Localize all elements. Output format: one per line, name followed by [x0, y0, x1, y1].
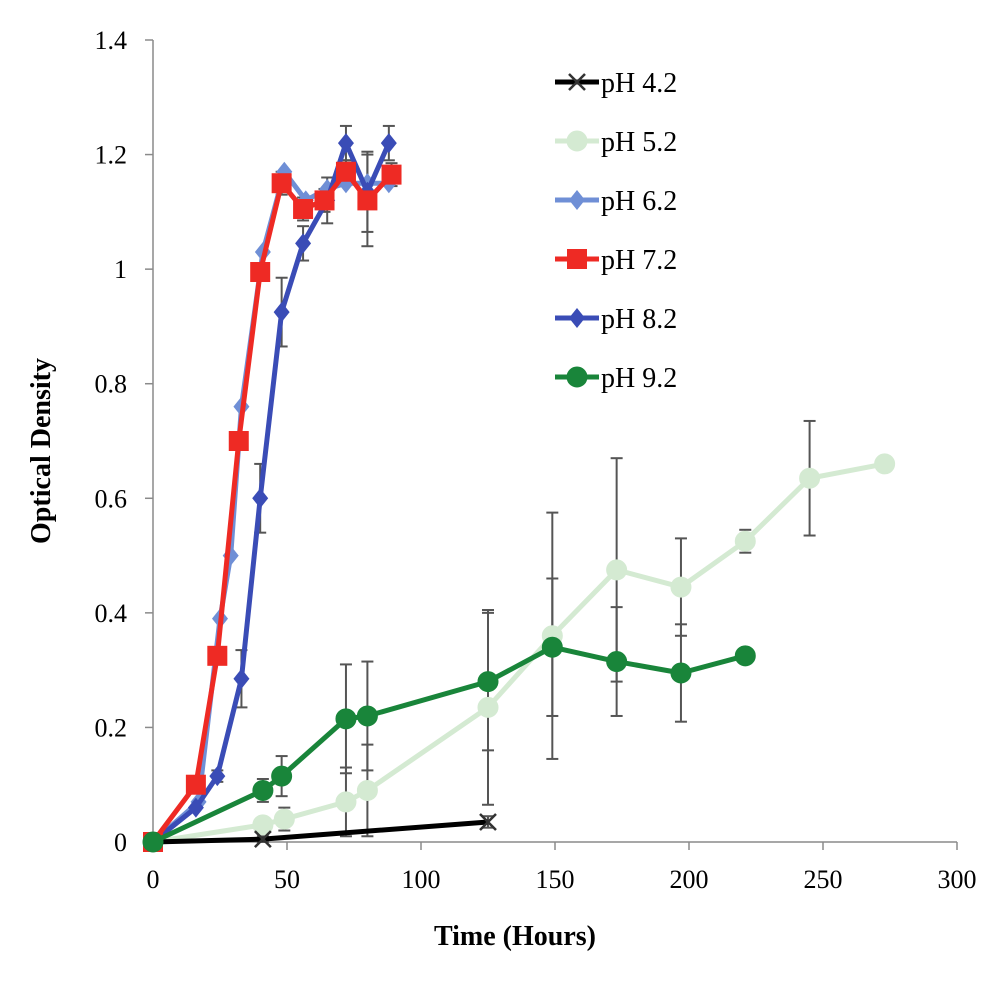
legend-label: pH 8.2	[601, 304, 677, 335]
legend-label: pH 7.2	[601, 245, 677, 276]
x-axis-title: Time (Hours)	[434, 921, 596, 952]
data-point	[271, 765, 293, 787]
y-tick-label: 0.4	[95, 599, 128, 628]
data-point	[185, 774, 206, 795]
data-point	[606, 651, 628, 673]
legend-item: pH 9.2	[555, 363, 677, 394]
data-point	[337, 133, 354, 154]
series-ph-9-2	[142, 636, 756, 853]
data-point	[335, 708, 357, 730]
data-point	[187, 797, 204, 818]
axes	[152, 40, 957, 843]
data-point	[477, 671, 499, 693]
data-point	[356, 705, 378, 727]
data-point	[207, 645, 228, 666]
x-tick-label: 300	[938, 865, 977, 894]
series-line	[151, 140, 392, 844]
y-tick-label: 1	[114, 255, 127, 284]
data-point	[380, 133, 397, 154]
data-point	[273, 808, 295, 830]
data-point	[799, 467, 821, 489]
y-tick-label: 0.6	[95, 484, 128, 513]
series-ph-8-2	[145, 133, 397, 852]
series-layer	[142, 124, 896, 853]
legend-marker	[568, 73, 586, 91]
legend-label: pH 4.2	[601, 68, 677, 99]
data-point	[271, 173, 292, 194]
legend-item: pH 4.2	[555, 68, 677, 99]
data-point	[209, 766, 226, 787]
y-tick-label: 0	[114, 828, 127, 857]
y-ticks: 0 0.2 0.4 0.6 0.8 1 1.2 1.4	[95, 26, 153, 857]
x-tick-label: 50	[274, 865, 300, 894]
series-ph-6-2	[145, 161, 397, 852]
series-line	[151, 169, 389, 844]
y-tick-label: 0.8	[95, 370, 128, 399]
legend-item: pH 7.2	[555, 245, 677, 276]
data-point	[670, 576, 692, 598]
data-point	[295, 233, 312, 254]
data-point	[670, 662, 692, 684]
legend-label: pH 5.2	[601, 127, 677, 158]
y-tick-label: 1.4	[95, 26, 128, 55]
data-point	[228, 431, 249, 451]
legend-item: pH 8.2	[555, 304, 677, 335]
series-line	[150, 169, 394, 844]
error-bars	[189, 124, 816, 843]
legend: pH 4.2 pH 5.2 pH 6.2 pH 7.2 pH 8.2 pH 9.2	[555, 68, 677, 394]
data-point	[381, 164, 402, 185]
data-point	[356, 779, 378, 801]
legend-label: pH 9.2	[601, 363, 677, 394]
data-point	[335, 791, 357, 813]
data-point	[335, 161, 356, 182]
legend-item: pH 5.2	[555, 127, 677, 158]
data-point	[253, 830, 272, 849]
data-point	[606, 559, 628, 581]
x-tick-label: 250	[804, 865, 843, 894]
data-point	[477, 696, 499, 718]
x-tick-label: 100	[402, 865, 441, 894]
data-point	[142, 831, 164, 853]
data-point	[734, 530, 756, 552]
data-point	[233, 668, 250, 689]
series-line	[151, 644, 746, 845]
x-tick-label: 150	[536, 865, 575, 894]
data-point	[734, 645, 756, 667]
data-point	[252, 779, 274, 801]
data-point	[250, 262, 271, 283]
legend-marker	[566, 366, 588, 388]
data-point	[273, 302, 290, 323]
x-tick-label: 0	[147, 865, 160, 894]
data-point	[874, 453, 896, 475]
legend-marker	[569, 190, 585, 210]
y-tick-label: 0.2	[95, 713, 128, 742]
x-tick-label: 200	[670, 865, 709, 894]
data-point	[357, 190, 378, 211]
data-point	[479, 813, 497, 831]
data-point	[293, 198, 314, 219]
legend-marker	[569, 308, 585, 328]
y-tick-label: 1.2	[95, 141, 128, 170]
legend-marker	[567, 249, 587, 269]
legend-marker	[566, 130, 588, 152]
legend-item: pH 6.2	[555, 186, 677, 217]
data-point	[541, 636, 563, 658]
data-point	[252, 814, 274, 836]
x-ticks: 0 50 100 150 200 250 300	[147, 842, 977, 894]
data-point	[314, 190, 335, 211]
series-ph-7-2	[143, 161, 402, 852]
data-point	[252, 488, 269, 509]
y-axis-title: Optical Density	[26, 358, 57, 544]
legend-label: pH 6.2	[601, 186, 677, 217]
